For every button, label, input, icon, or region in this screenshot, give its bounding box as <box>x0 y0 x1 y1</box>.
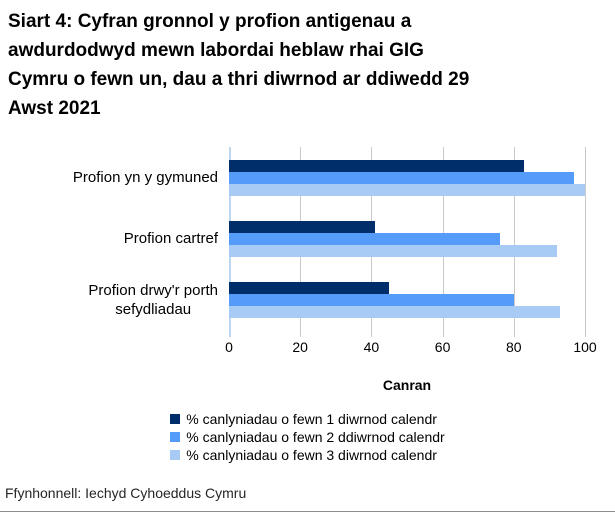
legend-color-swatch-1 <box>170 414 181 424</box>
legend-item-1: % canlyniadau o fewn 1 diwrnod calendr <box>170 410 444 428</box>
chart-title-line: Cymru o fewn un, dau a thri diwrnod ar d… <box>8 69 470 90</box>
legend-label-3: % canlyniadau o fewn 3 diwrnod calendr <box>186 447 437 463</box>
chart-title-line: awdurdodwyd mewn labordai heblaw rhai GI… <box>8 40 424 61</box>
bar-series1-cat3 <box>229 281 390 294</box>
bar-series1-cat1 <box>229 159 525 172</box>
category-label-3: Profion drwy'r porth sefydliadau <box>88 281 218 318</box>
legend-item-3: % canlyniadau o fewn 3 diwrnod calendr <box>170 446 444 464</box>
category-label-1: Profion yn y gymuned <box>72 169 218 186</box>
x-tick-label-100: 100 <box>573 339 597 355</box>
legend-color-swatch-3 <box>170 450 181 460</box>
category-label-2: Profion cartref <box>123 230 218 247</box>
chart-row-3: Profion drwy'r porth sefydliadau <box>88 269 585 330</box>
bar-series3-cat2 <box>229 244 557 257</box>
bar-series3-cat3 <box>229 305 561 318</box>
legend-item-2: % canlyniadau o fewn 2 ddiwrnod calendr <box>170 428 445 446</box>
legend-label-2: % canlyniadau o fewn 2 ddiwrnod calendr <box>186 429 445 445</box>
source-note: Ffynhonnell: Iechyd Cyhoeddus Cymru <box>5 485 247 501</box>
bar-series2-cat3 <box>229 293 514 306</box>
plot-area: Profion yn y gymuned Profion cartref Profi… <box>73 147 586 337</box>
gridline-80 <box>513 147 515 337</box>
chart-row-1: Profion yn y gymuned <box>73 147 585 208</box>
chart-title: Siart 4: Cyfran gronnol y profion antige… <box>0 0 615 123</box>
chart-row-2: Profion cartref <box>124 208 585 269</box>
chart-title-line: Siart 4: Cyfran gronnol y profion antige… <box>8 11 412 32</box>
x-tick-label-60: 60 <box>434 339 451 355</box>
x-tick-label-20: 20 <box>292 339 308 355</box>
x-axis-ticks: 0 20 40 60 80 100 <box>225 339 597 355</box>
chart-region: Profion yn y gymuned Profion cartref Profi… <box>73 147 597 393</box>
bar-series2-cat2 <box>229 232 500 245</box>
x-tick-label-80: 80 <box>506 339 522 355</box>
x-tick-label-0: 0 <box>225 339 233 355</box>
bar-series2-cat1 <box>229 171 575 184</box>
legend-color-swatch-2 <box>170 432 181 442</box>
gridline-100 <box>585 147 586 337</box>
legend: % canlyniadau o fewn 1 diwrnod calendr % … <box>170 410 445 464</box>
legend-label-1: % canlyniadau o fewn 1 diwrnod calendr <box>186 411 437 427</box>
x-axis-title: Canran <box>382 377 432 393</box>
x-tick-label-40: 40 <box>363 339 380 355</box>
chart-title-line: Awst 2021 <box>8 98 101 119</box>
bar-series1-cat2 <box>229 220 375 233</box>
bar-series3-cat1 <box>229 183 585 196</box>
